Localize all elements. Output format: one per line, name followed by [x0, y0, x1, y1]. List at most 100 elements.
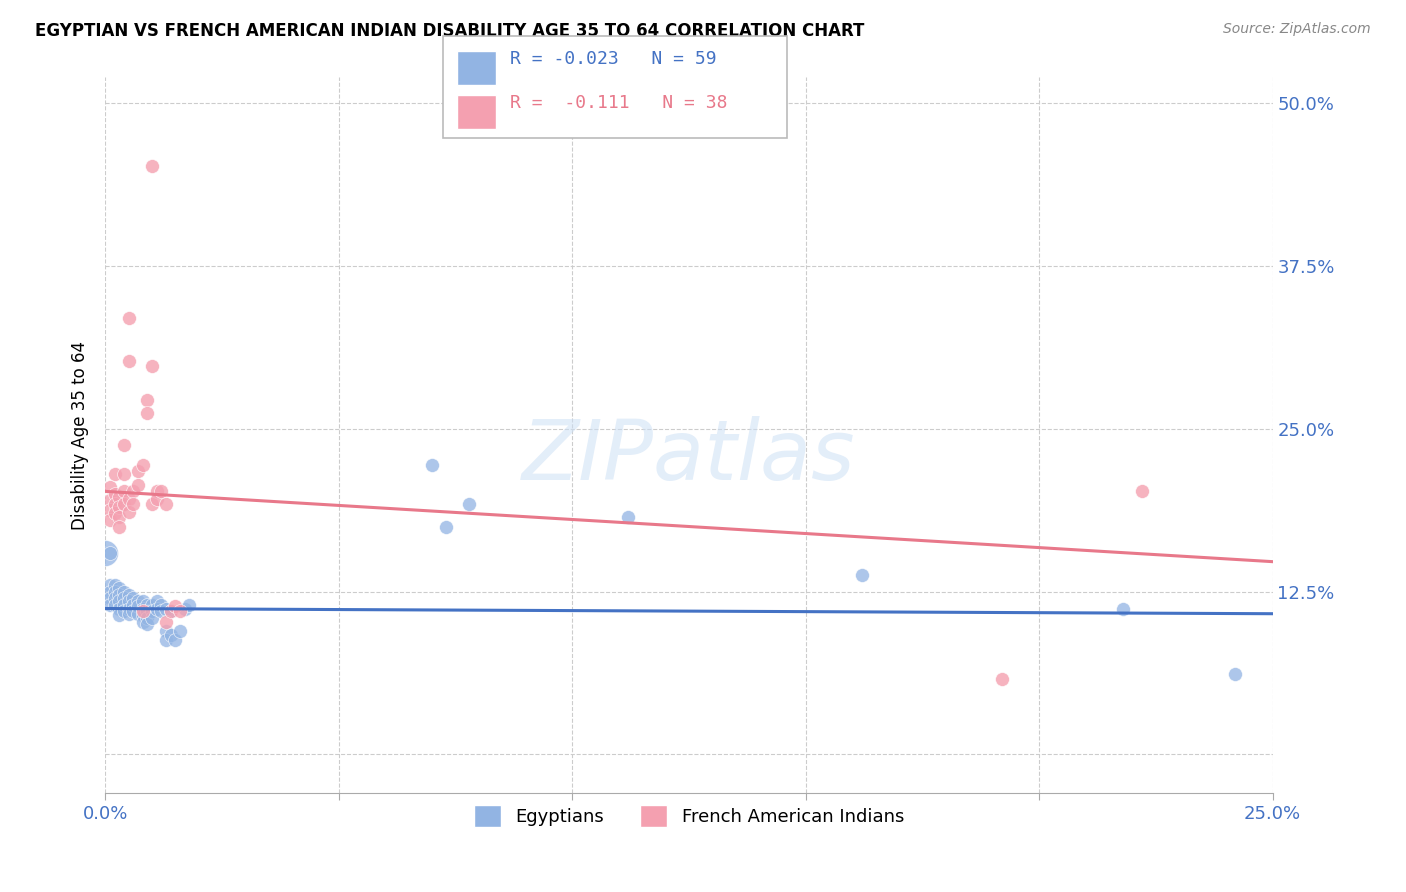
- Point: [98, 502, 121, 516]
- Point: [179, 598, 201, 612]
- Point: [122, 591, 145, 606]
- Point: [458, 497, 481, 511]
- Point: [117, 607, 139, 621]
- Point: [103, 598, 125, 612]
- Point: [112, 598, 135, 612]
- Text: R = -0.023   N = 59: R = -0.023 N = 59: [510, 50, 717, 68]
- Point: [145, 484, 167, 499]
- Point: [108, 601, 131, 615]
- Point: [155, 615, 177, 629]
- Point: [1112, 601, 1135, 615]
- Point: [131, 593, 153, 607]
- Point: [98, 591, 121, 606]
- Point: [136, 617, 159, 632]
- Point: [131, 615, 153, 629]
- Point: [112, 484, 135, 499]
- Point: [159, 627, 181, 641]
- Point: [165, 599, 187, 613]
- Text: EGYPTIAN VS FRENCH AMERICAN INDIAN DISABILITY AGE 35 TO 64 CORRELATION CHART: EGYPTIAN VS FRENCH AMERICAN INDIAN DISAB…: [35, 22, 865, 40]
- Point: [127, 593, 149, 607]
- Point: [112, 604, 135, 618]
- Point: [94, 545, 117, 559]
- Point: [159, 604, 181, 618]
- Point: [103, 578, 125, 592]
- Point: [122, 484, 145, 499]
- Point: [117, 505, 139, 519]
- Point: [117, 589, 139, 603]
- Point: [136, 610, 159, 624]
- Point: [131, 604, 153, 618]
- Point: [117, 492, 139, 507]
- Point: [145, 601, 167, 615]
- Point: [155, 497, 177, 511]
- Point: [108, 500, 131, 514]
- Point: [108, 581, 131, 595]
- Y-axis label: Disability Age 35 to 64: Disability Age 35 to 64: [72, 341, 89, 530]
- Point: [103, 507, 125, 521]
- Point: [141, 610, 163, 624]
- Point: [141, 359, 163, 374]
- Point: [108, 607, 131, 622]
- Point: [108, 490, 131, 504]
- Point: [420, 458, 443, 473]
- Point: [155, 632, 177, 647]
- Point: [108, 519, 131, 533]
- Point: [117, 311, 139, 326]
- Point: [131, 601, 153, 615]
- Point: [145, 593, 167, 607]
- Point: [150, 484, 173, 499]
- Point: [103, 584, 125, 599]
- Point: [112, 497, 135, 511]
- Point: [169, 604, 191, 618]
- Point: [159, 604, 181, 618]
- Point: [122, 497, 145, 511]
- Point: [150, 604, 173, 618]
- Point: [98, 493, 121, 508]
- Point: [127, 599, 149, 613]
- Point: [141, 497, 163, 511]
- Point: [112, 467, 135, 482]
- Point: [117, 601, 139, 615]
- Point: [141, 159, 163, 173]
- Point: [103, 487, 125, 501]
- Point: [127, 478, 149, 492]
- Point: [108, 589, 131, 603]
- Point: [117, 354, 139, 368]
- Point: [169, 624, 191, 638]
- Point: [98, 598, 121, 612]
- Point: [108, 593, 131, 607]
- Point: [122, 598, 145, 612]
- Point: [990, 672, 1012, 686]
- Point: [155, 624, 177, 638]
- Point: [173, 601, 195, 615]
- Point: [136, 393, 159, 408]
- Text: Source: ZipAtlas.com: Source: ZipAtlas.com: [1223, 22, 1371, 37]
- Point: [112, 437, 135, 451]
- Point: [103, 591, 125, 606]
- Point: [103, 467, 125, 482]
- Point: [112, 584, 135, 599]
- Point: [136, 406, 159, 420]
- Point: [98, 578, 121, 592]
- Point: [127, 607, 149, 621]
- Point: [1223, 666, 1246, 681]
- Point: [617, 510, 640, 524]
- Point: [141, 598, 163, 612]
- Point: [136, 604, 159, 618]
- Point: [145, 492, 167, 507]
- Point: [108, 510, 131, 524]
- Point: [98, 545, 121, 559]
- Point: [103, 497, 125, 511]
- Point: [127, 464, 149, 478]
- Text: ZIPatlas: ZIPatlas: [522, 417, 856, 498]
- Point: [851, 567, 873, 582]
- Point: [131, 607, 153, 622]
- Legend: Egyptians, French American Indians: Egyptians, French American Indians: [467, 798, 911, 834]
- Point: [117, 593, 139, 607]
- Point: [98, 584, 121, 599]
- Point: [98, 480, 121, 494]
- Point: [98, 513, 121, 527]
- Point: [150, 598, 173, 612]
- Point: [131, 458, 153, 473]
- Point: [112, 591, 135, 606]
